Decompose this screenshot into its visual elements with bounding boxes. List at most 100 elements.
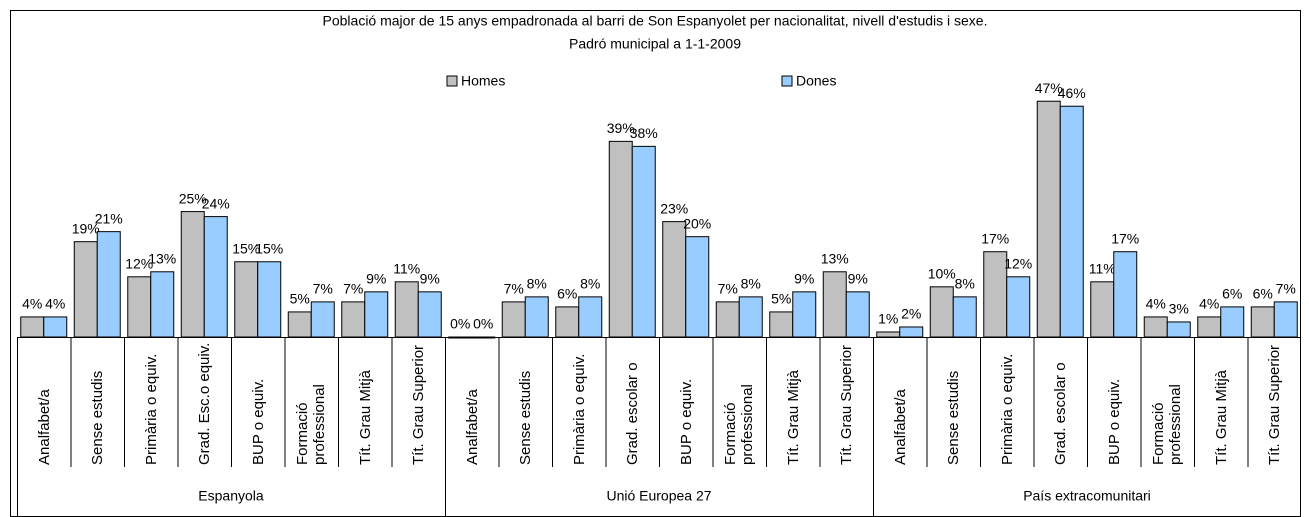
data-label: 15%	[255, 240, 283, 256]
x-tick-label: Grad. Esc.o equiv.	[195, 342, 213, 465]
bar	[662, 221, 687, 338]
x-tick-label: Tít. Grau Mitjà	[1212, 369, 1230, 465]
bar	[1006, 276, 1031, 338]
bar	[685, 236, 710, 338]
data-label: 7%	[343, 281, 363, 297]
x-tick-label: Analfabet/a	[891, 389, 909, 465]
data-label: 9%	[794, 271, 814, 287]
bar	[180, 211, 205, 338]
data-label: 11%	[1089, 261, 1116, 277]
x-tick-label: Analfabet/a	[463, 389, 481, 465]
data-label: 9%	[848, 271, 868, 287]
bar	[738, 296, 763, 338]
data-label: 6%	[1222, 286, 1242, 302]
data-label: 5%	[771, 291, 791, 307]
bar	[1090, 281, 1115, 338]
legend-label: Homes	[461, 73, 505, 89]
bar	[471, 336, 496, 339]
data-label: 9%	[366, 271, 386, 287]
data-label: 11%	[393, 261, 420, 277]
data-label: 7%	[718, 281, 738, 297]
data-label: 6%	[1253, 286, 1273, 302]
bar	[234, 261, 259, 338]
bar	[20, 316, 45, 338]
bar	[341, 301, 366, 338]
data-label: 0%	[473, 316, 493, 332]
data-label: 8%	[955, 276, 975, 292]
bar	[127, 276, 152, 338]
bar	[257, 261, 282, 338]
chart-title: Població major de 15 anys empadronada al…	[323, 13, 988, 29]
x-tick-label: Primària o equiv.	[142, 353, 160, 465]
data-label: 1%	[878, 311, 898, 327]
x-tick-label: BUP o equiv.	[677, 378, 695, 465]
data-label: 23%	[660, 200, 688, 216]
data-label: 2%	[901, 306, 921, 322]
bar	[417, 291, 442, 338]
x-tick-label: Sense estudis	[88, 370, 106, 465]
bar	[952, 296, 977, 338]
data-label: 7%	[504, 281, 524, 297]
x-tick-label: Grad. escolar o	[1051, 362, 1069, 465]
data-label: 6%	[557, 286, 577, 302]
data-label: 12%	[1004, 256, 1032, 272]
bar	[150, 271, 175, 338]
bar	[524, 296, 549, 338]
x-tick-label: Primària o equiv.	[570, 353, 588, 465]
data-label: 9%	[420, 271, 440, 287]
group-label: Unió Europea 27	[606, 488, 711, 504]
data-label: 4%	[22, 296, 42, 312]
data-label: 47%	[1035, 80, 1063, 96]
x-tick-label: Tít. Grau Superior	[1265, 344, 1283, 465]
bar	[501, 301, 526, 338]
group-label: País extracomunitari	[1023, 488, 1151, 504]
data-label: 3%	[1169, 301, 1189, 317]
x-tick-label: Primària o equiv.	[998, 353, 1016, 465]
bar	[608, 140, 633, 338]
bar	[364, 291, 389, 338]
bar	[769, 311, 794, 338]
data-label: 8%	[580, 276, 600, 292]
bar	[555, 306, 580, 338]
bar	[1059, 105, 1084, 338]
data-label: 12%	[125, 256, 153, 272]
legend-swatch	[781, 75, 793, 87]
data-label: 8%	[741, 276, 761, 292]
data-label: 17%	[981, 230, 1009, 246]
data-label: 5%	[290, 291, 310, 307]
data-label: 46%	[1058, 85, 1086, 101]
data-label: 7%	[313, 281, 333, 297]
bar	[1220, 306, 1245, 338]
bar	[73, 241, 98, 338]
bar	[899, 326, 924, 338]
data-label: 24%	[202, 195, 230, 211]
x-tick-label: Tít. Grau Mitjà	[356, 369, 374, 465]
bar	[631, 145, 656, 338]
x-tick-label: Formació professional	[1150, 384, 1185, 465]
bar	[929, 286, 954, 338]
bar	[1197, 316, 1222, 338]
bar	[822, 271, 847, 338]
data-label: 4%	[45, 296, 65, 312]
x-tick-label: Tít. Grau Superior	[837, 344, 855, 465]
data-label: 13%	[148, 250, 176, 266]
bar	[203, 216, 228, 338]
x-tick-label: Grad. escolar o	[623, 362, 641, 465]
bar	[287, 311, 312, 338]
legend-swatch	[446, 75, 458, 87]
bar	[43, 316, 68, 338]
data-label: 8%	[527, 276, 547, 292]
data-label: 25%	[179, 190, 207, 206]
data-label: 39%	[607, 120, 635, 136]
data-label: 7%	[1276, 281, 1296, 297]
data-label: 17%	[1111, 230, 1139, 246]
legend-label: Dones	[796, 73, 836, 89]
data-label: 38%	[630, 125, 658, 141]
x-tick-label: Sense estudis	[516, 370, 534, 465]
x-tick-label: BUP o equiv.	[249, 378, 267, 465]
bar	[578, 296, 603, 338]
data-label: 15%	[232, 240, 260, 256]
data-label: 13%	[821, 250, 849, 266]
